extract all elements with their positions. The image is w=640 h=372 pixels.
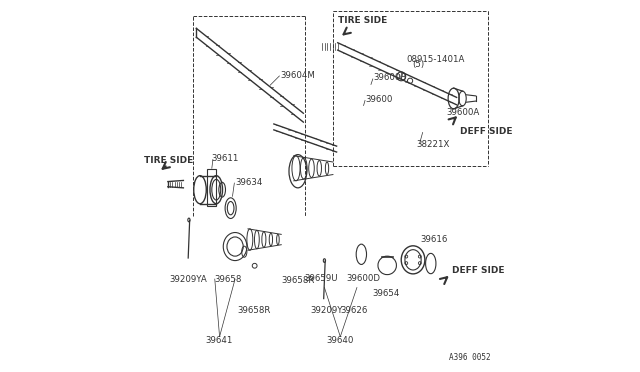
Text: (5): (5) (412, 60, 424, 70)
Text: 08915-1401A: 08915-1401A (406, 55, 465, 64)
Text: 39658: 39658 (214, 275, 241, 283)
Text: 39658R: 39658R (237, 306, 271, 315)
Text: TIRE SIDE: TIRE SIDE (143, 156, 193, 166)
Text: 39600A: 39600A (447, 108, 480, 117)
Text: 39600B: 39600B (374, 73, 407, 82)
Text: 39611: 39611 (212, 154, 239, 163)
Text: 38221X: 38221X (417, 140, 450, 149)
Text: 39209Y: 39209Y (310, 306, 343, 315)
Text: 39600: 39600 (366, 95, 393, 104)
Text: DEFF SIDE: DEFF SIDE (460, 127, 512, 136)
Text: DEFF SIDE: DEFF SIDE (452, 266, 505, 275)
Text: 39641: 39641 (206, 336, 233, 345)
Text: 39616: 39616 (420, 235, 448, 244)
Text: 39604M: 39604M (280, 71, 316, 80)
Bar (207, 169, 216, 206)
Text: 39659U: 39659U (304, 274, 337, 283)
Text: A396 0052: A396 0052 (449, 353, 491, 362)
Text: 39600D: 39600D (347, 274, 381, 283)
Text: 39209YA: 39209YA (170, 275, 207, 283)
Text: 39634: 39634 (235, 178, 262, 187)
Text: V: V (399, 74, 403, 80)
Text: 39658R: 39658R (281, 276, 314, 285)
Text: TIRE SIDE: TIRE SIDE (338, 16, 387, 25)
Text: 39640: 39640 (326, 336, 354, 345)
Text: 39654: 39654 (372, 289, 400, 298)
Text: 39626: 39626 (340, 306, 367, 315)
